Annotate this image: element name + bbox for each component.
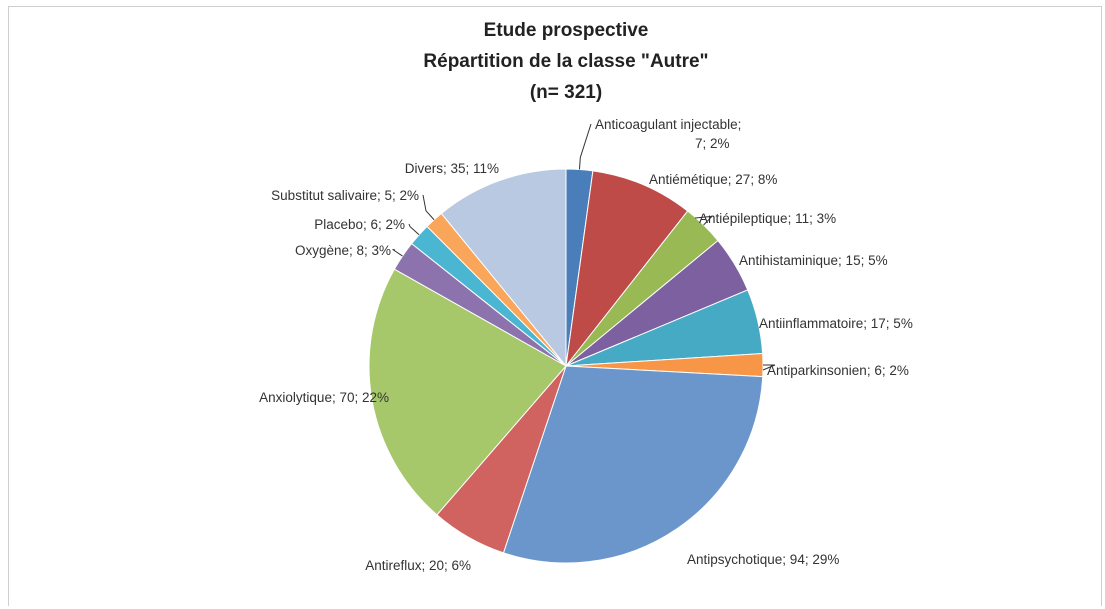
data-label-line: Anxiolytique; 70; 22%: [259, 390, 389, 405]
pie-slice-anxiolytique: [368, 268, 567, 516]
chart-title-line-1: Etude prospective: [484, 20, 649, 41]
data-label-antiemetique: Antiémétique; 27; 8%: [649, 172, 777, 187]
data-label-antiinflammatoire: Antiinflammatoire; 17; 5%: [759, 316, 913, 331]
pie-slices: [368, 168, 764, 564]
chart-title-line-2: Répartition de la classe "Autre": [423, 51, 708, 72]
data-label-line: Divers; 35; 11%: [405, 161, 499, 176]
data-labels: Anticoagulant injectable; 7; 2% Antiémétiq…: [259, 117, 913, 573]
data-label-line: Antiinflammatoire; 17; 5%: [759, 316, 913, 331]
data-label-line: Oxygène; 8; 3%: [295, 243, 391, 258]
leader-line-antiparkinsonien: [762, 364, 776, 371]
chart-frame: Etude prospective Répartition de la clas…: [8, 6, 1102, 606]
chart-title-line-3: (n= 321): [530, 82, 602, 103]
data-label-line: Placebo; 6; 2%: [314, 217, 405, 232]
data-label-antiepileptique: Antiépileptique; 11; 3%: [699, 211, 836, 226]
data-label-placebo: Placebo; 6; 2%: [314, 217, 405, 232]
data-label-line: Antihistaminique; 15; 5%: [739, 253, 888, 268]
data-label-antipsychotique: Antipsychotique; 94; 29%: [687, 552, 839, 567]
pie-slice-divers: [440, 168, 567, 368]
data-label-line: Anticoagulant injectable;: [595, 117, 741, 132]
data-label-antiparkinsonien: Antiparkinsonien; 6; 2%: [767, 363, 909, 378]
pie-slice-antipsychotique: [502, 365, 764, 564]
leader-line-antiepileptique: [694, 215, 714, 226]
data-label-anxiolytique: Anxiolytique; 70; 22%: [259, 390, 389, 405]
leader-line-anticoagulant-injectable: [578, 123, 592, 170]
leader-line-oxygene: [392, 248, 403, 257]
data-label-line: Substitut salivaire; 5; 2%: [271, 188, 419, 203]
pie-slice-antiemetique: [565, 170, 689, 368]
data-label-line: Antireflux; 20; 6%: [365, 558, 471, 573]
data-label-oxygene: Oxygène; 8; 3%: [295, 243, 391, 258]
data-label-line: Antipsychotique; 94; 29%: [687, 552, 839, 567]
data-label-line: Antiépileptique; 11; 3%: [699, 211, 836, 226]
data-label-antihistaminique: Antihistaminique; 15; 5%: [739, 253, 888, 268]
data-label-anticoagulant-injectable: Anticoagulant injectable; 7; 2%: [595, 117, 741, 151]
data-label-substitut-salivaire: Substitut salivaire; 5; 2%: [271, 188, 419, 203]
data-label-line: Antiparkinsonien; 6; 2%: [767, 363, 909, 378]
leader-lines: [392, 123, 776, 371]
data-label-antireflux: Antireflux; 20; 6%: [365, 558, 471, 573]
chart-title: Etude prospective Répartition de la clas…: [423, 20, 708, 103]
leader-line-substitut-salivaire: [422, 194, 435, 221]
data-label-divers: Divers; 35; 11%: [405, 161, 499, 176]
data-label-line: Antiémétique; 27; 8%: [649, 172, 777, 187]
leader-line-placebo: [408, 223, 420, 236]
data-label-line: 7; 2%: [695, 136, 730, 151]
pie-chart: Etude prospective Répartition de la clas…: [259, 20, 913, 573]
